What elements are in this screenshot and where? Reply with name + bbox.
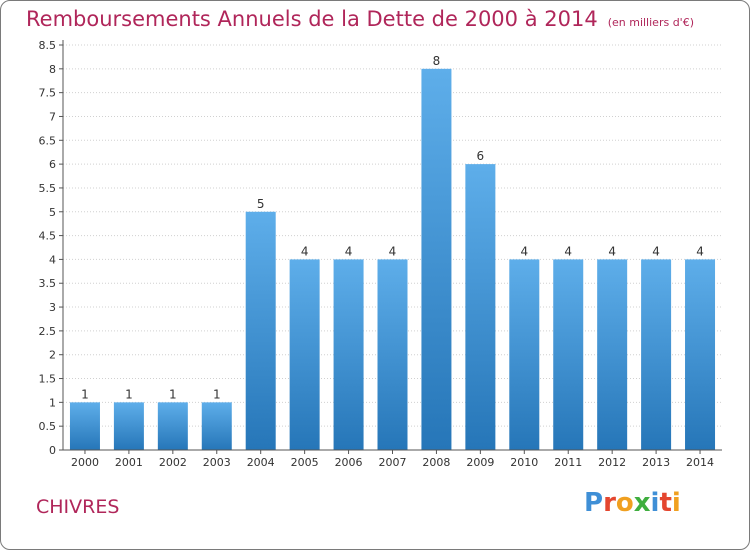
bar bbox=[553, 259, 584, 450]
bar bbox=[201, 402, 232, 450]
bar bbox=[641, 259, 672, 450]
chart-title-unit: (en milliers d'€) bbox=[607, 16, 694, 29]
y-tick-label: 7.5 bbox=[39, 87, 57, 100]
bar-value-label: 4 bbox=[389, 244, 397, 258]
commune-name: CHIVRES bbox=[36, 496, 120, 518]
y-tick-label: 1 bbox=[49, 396, 56, 409]
proxiti-logo: Proxiti bbox=[584, 488, 681, 518]
bar bbox=[333, 259, 364, 450]
bar bbox=[597, 259, 628, 450]
y-tick-label: 4.5 bbox=[39, 230, 57, 243]
y-tick-label: 3.5 bbox=[39, 277, 57, 290]
x-tick-label: 2011 bbox=[554, 456, 582, 469]
bar-value-label: 4 bbox=[345, 244, 353, 258]
chart-title: Remboursements Annuels de la Dette de 20… bbox=[26, 7, 694, 31]
x-tick-label: 2002 bbox=[159, 456, 187, 469]
bar bbox=[245, 211, 276, 450]
logo-letter: o bbox=[615, 488, 634, 518]
y-tick-label: 5 bbox=[49, 206, 56, 219]
bar bbox=[69, 402, 100, 450]
x-tick-label: 2013 bbox=[642, 456, 670, 469]
x-tick-label: 2004 bbox=[247, 456, 275, 469]
bar-value-label: 4 bbox=[696, 244, 704, 258]
bars bbox=[69, 68, 716, 450]
bar-value-label: 4 bbox=[564, 244, 572, 258]
x-tick-label: 2003 bbox=[203, 456, 231, 469]
bar-value-label: 1 bbox=[81, 387, 89, 401]
x-tick-label: 2006 bbox=[335, 456, 363, 469]
y-tick-label: 7 bbox=[49, 110, 56, 123]
bar bbox=[377, 259, 408, 450]
y-tick-label: 1.5 bbox=[39, 373, 57, 386]
bar-value-label: 4 bbox=[608, 244, 616, 258]
bar bbox=[509, 259, 540, 450]
bar bbox=[157, 402, 188, 450]
bar-value-label: 5 bbox=[257, 197, 265, 211]
bar bbox=[113, 402, 144, 450]
bar-value-label: 4 bbox=[520, 244, 528, 258]
y-tick-label: 5.5 bbox=[39, 182, 57, 195]
x-tick-label: 2010 bbox=[510, 456, 538, 469]
y-tick-label: 8.5 bbox=[39, 39, 57, 52]
x-tick-label: 2007 bbox=[379, 456, 407, 469]
logo-letter: r bbox=[603, 488, 616, 518]
bar-value-label: 1 bbox=[213, 387, 221, 401]
bar-value-label: 6 bbox=[477, 149, 485, 163]
x-tick-label: 2005 bbox=[291, 456, 319, 469]
labels: 0 0.5 1 1.5 2 2.5 3 3.5 4 4.5 5 5.5 6 6.5 7 7.5 8 8.5 1 200… bbox=[39, 39, 715, 469]
bar bbox=[685, 259, 716, 450]
chart-title-main: Remboursements Annuels de la Dette de 20… bbox=[26, 7, 598, 31]
y-tick-label: 0 bbox=[49, 444, 56, 457]
y-tick-label: 6 bbox=[49, 158, 56, 171]
y-tick-label: 8 bbox=[49, 63, 56, 76]
logo-letter: x bbox=[633, 488, 651, 518]
x-tick-label: 2008 bbox=[422, 456, 450, 469]
logo-letter: P bbox=[584, 488, 604, 518]
logo-letter: i bbox=[671, 488, 681, 518]
x-tick-label: 2001 bbox=[115, 456, 143, 469]
x-tick-label: 2009 bbox=[466, 456, 494, 469]
x-tick-label: 2014 bbox=[686, 456, 714, 469]
x-tick-label: 2000 bbox=[71, 456, 99, 469]
axes bbox=[59, 40, 722, 454]
bar bbox=[465, 164, 496, 450]
y-tick-label: 6.5 bbox=[39, 134, 57, 147]
bar-value-label: 4 bbox=[301, 244, 309, 258]
y-tick-label: 2.5 bbox=[39, 325, 57, 338]
y-tick-label: 2 bbox=[49, 349, 56, 362]
y-tick-label: 4 bbox=[49, 253, 56, 266]
bar bbox=[421, 68, 452, 450]
bar-value-label: 4 bbox=[652, 244, 660, 258]
logo-letter: t bbox=[659, 488, 672, 518]
y-tick-label: 0.5 bbox=[39, 420, 57, 433]
bar bbox=[289, 259, 320, 450]
y-tick-label: 3 bbox=[49, 301, 56, 314]
bar-value-label: 1 bbox=[169, 387, 177, 401]
x-tick-label: 2012 bbox=[598, 456, 626, 469]
bar-value-label: 1 bbox=[125, 387, 133, 401]
bar-value-label: 8 bbox=[433, 54, 441, 68]
logo-letter: i bbox=[650, 488, 660, 518]
